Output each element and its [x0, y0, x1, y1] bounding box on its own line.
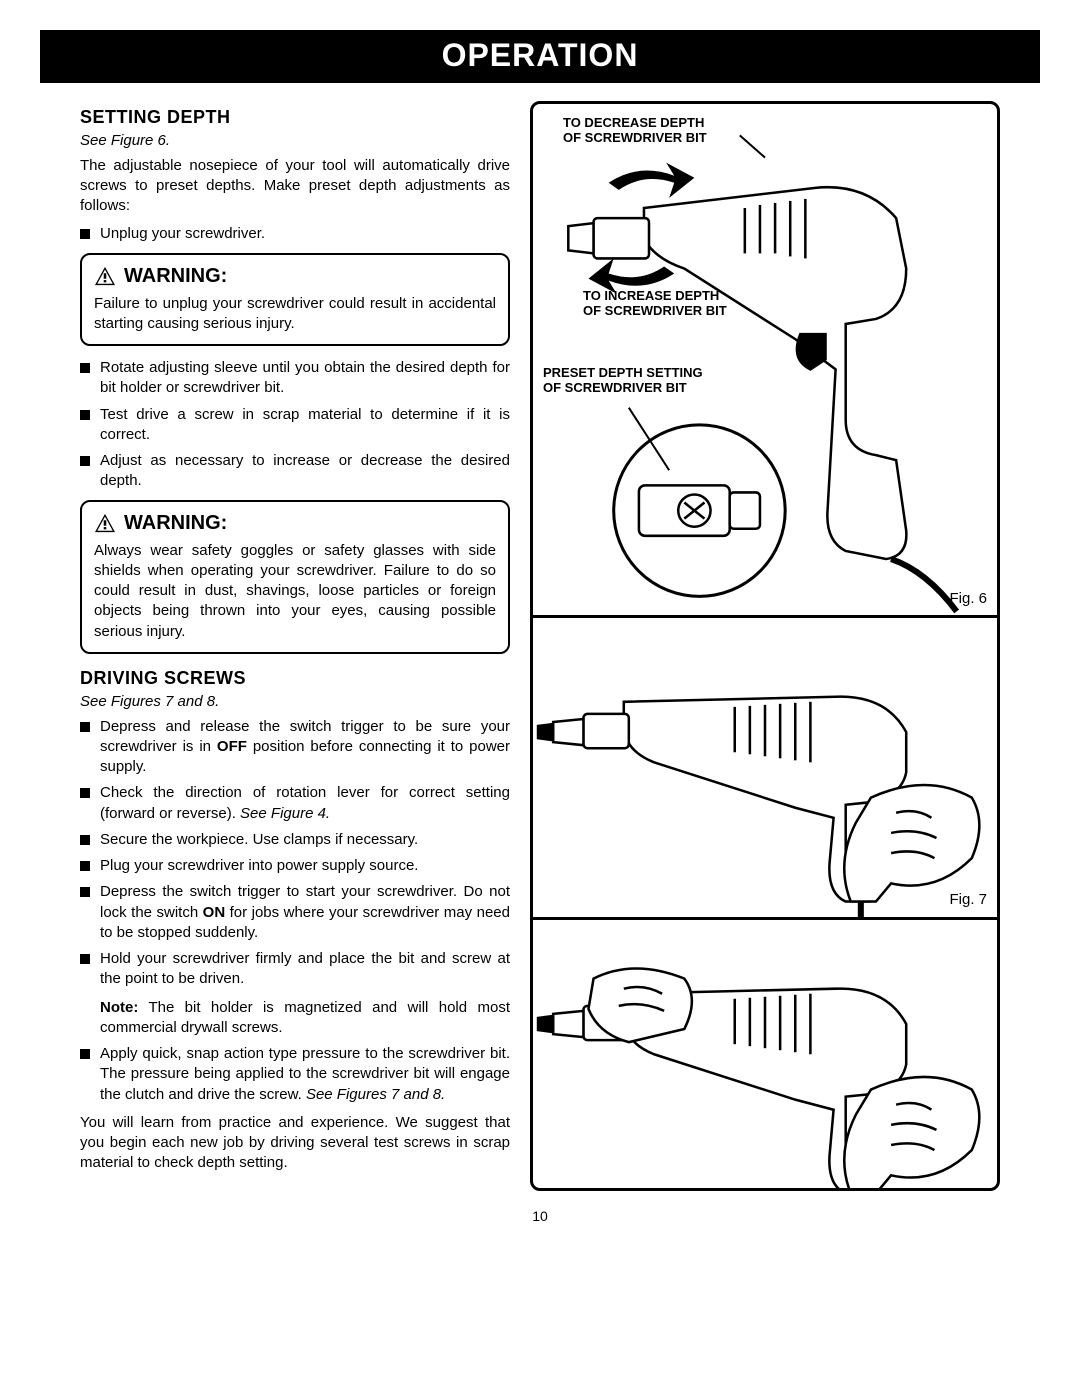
- label-line: PRESET DEPTH SETTING: [543, 365, 703, 380]
- list-item: Depress the switch trigger to start your…: [80, 882, 510, 943]
- list-item: Adjust as necessary to increase or decre…: [80, 451, 510, 492]
- warning-text: Failure to unplug your screwdriver could…: [94, 294, 496, 335]
- figure-caption-6: Fig. 6: [949, 589, 987, 609]
- warning-box-1: WARNING: Failure to unplug your screwdri…: [80, 253, 510, 347]
- label-line: TO INCREASE DEPTH: [583, 288, 719, 303]
- heading-driving-screws: DRIVING SCREWS: [80, 666, 510, 690]
- figure-panel-6: TO DECREASE DEPTH OF SCREWDRIVER BIT TO …: [533, 104, 997, 618]
- note-paragraph: Note: The bit holder is magnetized and w…: [80, 998, 510, 1039]
- left-column: SETTING DEPTH See Figure 6. The adjustab…: [40, 101, 510, 1191]
- drill-illustration-fig6: [533, 104, 997, 615]
- label-line: OF SCREWDRIVER BIT: [543, 380, 687, 395]
- two-column-layout: SETTING DEPTH See Figure 6. The adjustab…: [40, 101, 1040, 1191]
- list-item: Unplug your screwdriver.: [80, 224, 510, 244]
- warning-box-2: WARNING: Always wear safety goggles or s…: [80, 500, 510, 654]
- figure-panel-7: Fig. 7: [533, 618, 997, 920]
- list-item: Apply quick, snap action type pressure t…: [80, 1044, 510, 1105]
- label-line: OF SCREWDRIVER BIT: [583, 303, 727, 318]
- warning-triangle-icon: [94, 513, 116, 533]
- see-figures-7-8: See Figures 7 and 8.: [80, 692, 510, 712]
- bullet-list: Rotate adjusting sleeve until you obtain…: [80, 358, 510, 492]
- warning-heading: WARNING:: [94, 263, 496, 290]
- list-item: Check the direction of rotation lever fo…: [80, 783, 510, 824]
- list-item: Plug your screwdriver into power supply …: [80, 856, 510, 876]
- warning-heading: WARNING:: [94, 510, 496, 537]
- italic-figref: See Figure 4.: [240, 805, 330, 822]
- drill-illustration-fig8: [533, 920, 997, 1192]
- list-item: Rotate adjusting sleeve until you obtain…: [80, 358, 510, 399]
- figure-caption-7: Fig. 7: [949, 890, 987, 910]
- bold-off: OFF: [217, 738, 247, 755]
- outro-paragraph: You will learn from practice and experie…: [80, 1113, 510, 1174]
- heading-setting-depth: SETTING DEPTH: [80, 105, 510, 129]
- section-title-bar: OPERATION: [40, 30, 1040, 83]
- italic-figref: See Figures 7 and 8.: [306, 1086, 445, 1103]
- list-item: Test drive a screw in scrap material to …: [80, 405, 510, 446]
- bullet-list: Apply quick, snap action type pressure t…: [80, 1044, 510, 1105]
- bullet-list: Unplug your screwdriver.: [80, 224, 510, 244]
- label-line: TO DECREASE DEPTH: [563, 115, 704, 130]
- list-item: Depress and release the switch trigger t…: [80, 717, 510, 778]
- label-preset-depth: PRESET DEPTH SETTING OF SCREWDRIVER BIT: [543, 366, 703, 396]
- note-text: The bit holder is magnetized and will ho…: [100, 999, 510, 1036]
- see-figure-6: See Figure 6.: [80, 131, 510, 151]
- label-increase-depth: TO INCREASE DEPTH OF SCREWDRIVER BIT: [583, 289, 727, 319]
- warning-title-text: WARNING:: [124, 263, 227, 290]
- warning-text: Always wear safety goggles or safety gla…: [94, 541, 496, 642]
- bold-on: ON: [203, 904, 226, 921]
- bullet-list: Depress and release the switch trigger t…: [80, 717, 510, 990]
- label-line: OF SCREWDRIVER BIT: [563, 130, 707, 145]
- list-item: Hold your screwdriver firmly and place t…: [80, 949, 510, 990]
- figure-frame: TO DECREASE DEPTH OF SCREWDRIVER BIT TO …: [530, 101, 1000, 1191]
- warning-title-text: WARNING:: [124, 510, 227, 537]
- right-column: TO DECREASE DEPTH OF SCREWDRIVER BIT TO …: [530, 101, 1040, 1191]
- figure-panel-8: Fig. 8: [533, 920, 997, 1192]
- warning-triangle-icon: [94, 266, 116, 286]
- setting-depth-intro: The adjustable nosepiece of your tool wi…: [80, 156, 510, 217]
- page-number: 10: [40, 1207, 1040, 1226]
- drill-illustration-fig7: [533, 618, 997, 917]
- list-item: Secure the workpiece. Use clamps if nece…: [80, 830, 510, 850]
- label-decrease-depth: TO DECREASE DEPTH OF SCREWDRIVER BIT: [563, 116, 707, 146]
- note-label: Note:: [100, 999, 138, 1016]
